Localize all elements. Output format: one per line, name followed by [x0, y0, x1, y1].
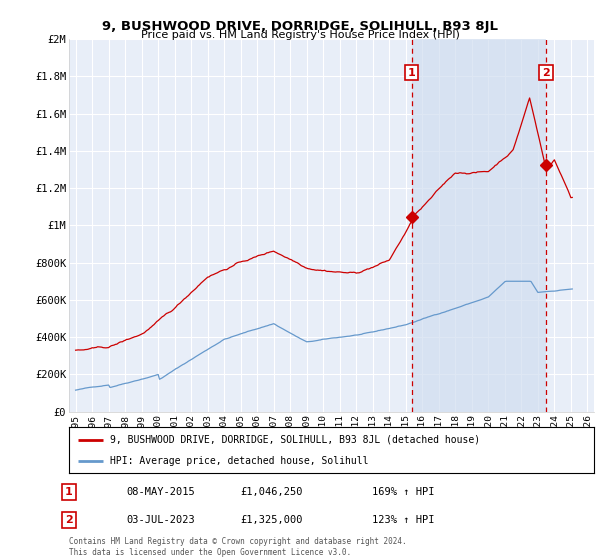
Text: 08-MAY-2015: 08-MAY-2015: [126, 487, 195, 497]
Text: 9, BUSHWOOD DRIVE, DORRIDGE, SOLIHULL, B93 8JL: 9, BUSHWOOD DRIVE, DORRIDGE, SOLIHULL, B…: [102, 20, 498, 33]
Text: Price paid vs. HM Land Registry's House Price Index (HPI): Price paid vs. HM Land Registry's House …: [140, 30, 460, 40]
Text: 169% ↑ HPI: 169% ↑ HPI: [372, 487, 434, 497]
Text: 2: 2: [65, 515, 73, 525]
Text: 1: 1: [65, 487, 73, 497]
Text: Contains HM Land Registry data © Crown copyright and database right 2024.
This d: Contains HM Land Registry data © Crown c…: [69, 537, 407, 557]
Text: 1: 1: [407, 68, 415, 78]
Text: 9, BUSHWOOD DRIVE, DORRIDGE, SOLIHULL, B93 8JL (detached house): 9, BUSHWOOD DRIVE, DORRIDGE, SOLIHULL, B…: [110, 435, 480, 445]
Bar: [412, 39, 546, 412]
Text: 03-JUL-2023: 03-JUL-2023: [126, 515, 195, 525]
Text: £1,325,000: £1,325,000: [240, 515, 302, 525]
Text: 2: 2: [542, 68, 550, 78]
Text: £1,046,250: £1,046,250: [240, 487, 302, 497]
Text: HPI: Average price, detached house, Solihull: HPI: Average price, detached house, Soli…: [110, 456, 368, 466]
Text: 123% ↑ HPI: 123% ↑ HPI: [372, 515, 434, 525]
